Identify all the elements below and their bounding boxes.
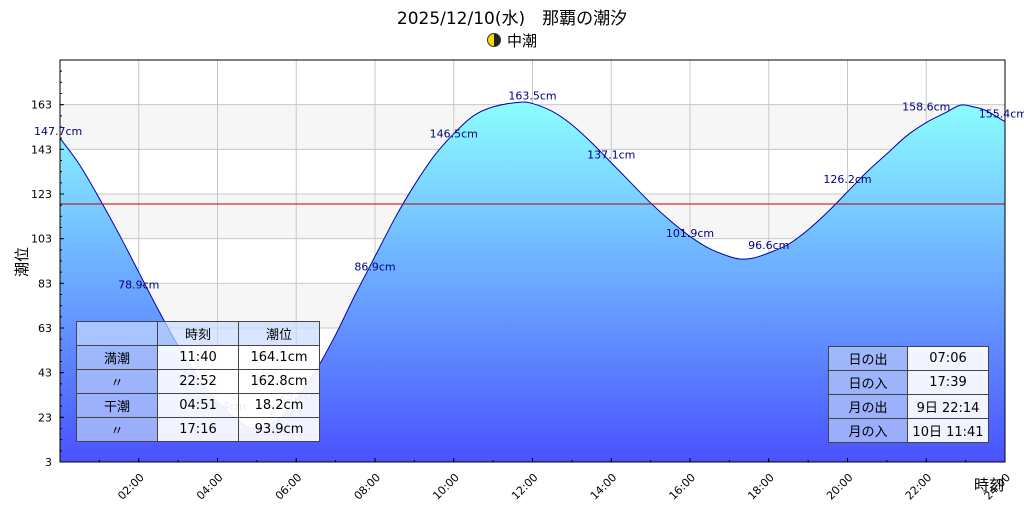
tide-table: 時刻 潮位 満潮 11:40 164.1cm 〃 22:52 162.8cm 干… [76, 321, 320, 442]
event-label: 月の入 [828, 418, 908, 443]
data-label: 126.2cm [823, 173, 871, 186]
tide-table-corner [76, 321, 158, 346]
data-label: 155.4cm [979, 108, 1024, 121]
sun-moon-table: 日の出 07:06 日の入 17:39 月の出 9日 22:14 月の入 10日… [828, 346, 989, 443]
data-label: 147.7cm [34, 125, 82, 138]
data-label: 158.6cm [902, 100, 950, 113]
table-row: 〃 22:52 162.8cm [76, 369, 320, 394]
event-time: 07:06 [907, 346, 989, 371]
tide-type: 干潮 [76, 393, 158, 418]
x-tick-label: 06:00 [273, 471, 305, 503]
data-label: 137.1cm [587, 149, 635, 162]
x-tick-label: 22:00 [903, 471, 935, 503]
event-label: 日の出 [828, 346, 908, 371]
y-tick-label: 123 [31, 188, 52, 201]
moon-phase-label: 中潮 [506, 32, 537, 50]
x-tick-label: 20:00 [824, 471, 856, 503]
y-tick-label: 43 [38, 367, 52, 380]
y-tick-label: 63 [38, 322, 52, 335]
x-tick-label: 08:00 [352, 471, 384, 503]
tide-level: 18.2cm [238, 393, 320, 418]
table-row: 干潮 04:51 18.2cm [76, 393, 320, 418]
table-row: 月の出 9日 22:14 [828, 394, 989, 419]
data-label: 101.9cm [666, 227, 714, 240]
tide-level: 93.9cm [238, 417, 320, 442]
data-label: 86.9cm [354, 261, 395, 274]
y-axis-label: 潮位 [13, 247, 31, 277]
x-axis-label: 時刻 [974, 476, 1004, 494]
table-row: 月の入 10日 11:41 [828, 418, 989, 443]
x-tick-label: 12:00 [509, 471, 541, 503]
half-moon-icon [486, 33, 501, 47]
tide-area [60, 101, 1005, 463]
data-label: 146.5cm [430, 128, 478, 141]
tide-table-header-level: 潮位 [238, 321, 320, 346]
x-tick-label: 14:00 [588, 471, 620, 503]
event-label: 月の出 [828, 394, 908, 419]
y-tick-label: 103 [31, 233, 52, 246]
data-label: 163.5cm [508, 90, 556, 103]
table-row: 日の出 07:06 [828, 346, 989, 371]
y-tick-label: 23 [38, 411, 52, 424]
tide-type: 〃 [76, 417, 158, 442]
tide-time: 11:40 [157, 345, 239, 370]
chart-title: 2025/12/10(水) 那覇の潮汐 [396, 9, 628, 29]
event-time: 17:39 [907, 370, 989, 395]
data-label: 78.9cm [118, 278, 159, 291]
x-tick-label: 18:00 [745, 471, 777, 503]
x-tick-label: 02:00 [115, 471, 147, 503]
table-row: 日の入 17:39 [828, 370, 989, 395]
y-tick-label: 3 [45, 456, 52, 469]
tide-table-header-time: 時刻 [157, 321, 239, 346]
event-label: 日の入 [828, 370, 908, 395]
y-tick-label: 143 [31, 143, 52, 156]
y-tick-label: 83 [38, 277, 52, 290]
y-tick-label: 163 [31, 99, 52, 112]
data-label: 96.6cm [748, 239, 789, 252]
x-tick-label: 04:00 [194, 471, 226, 503]
tide-type: 満潮 [76, 345, 158, 370]
event-time: 10日 11:41 [907, 418, 989, 443]
table-row: 〃 17:16 93.9cm [76, 417, 320, 442]
tide-type: 〃 [76, 369, 158, 394]
tide-time: 17:16 [157, 417, 239, 442]
x-tick-label: 16:00 [667, 471, 699, 503]
event-time: 9日 22:14 [907, 394, 989, 419]
x-tick-label: 10:00 [430, 471, 462, 503]
tide-time: 22:52 [157, 369, 239, 394]
tide-time: 04:51 [157, 393, 239, 418]
moon-phase: 中潮 [0, 30, 1024, 51]
table-row: 満潮 11:40 164.1cm [76, 345, 320, 370]
tide-level: 162.8cm [238, 369, 320, 394]
tide-level: 164.1cm [238, 345, 320, 370]
